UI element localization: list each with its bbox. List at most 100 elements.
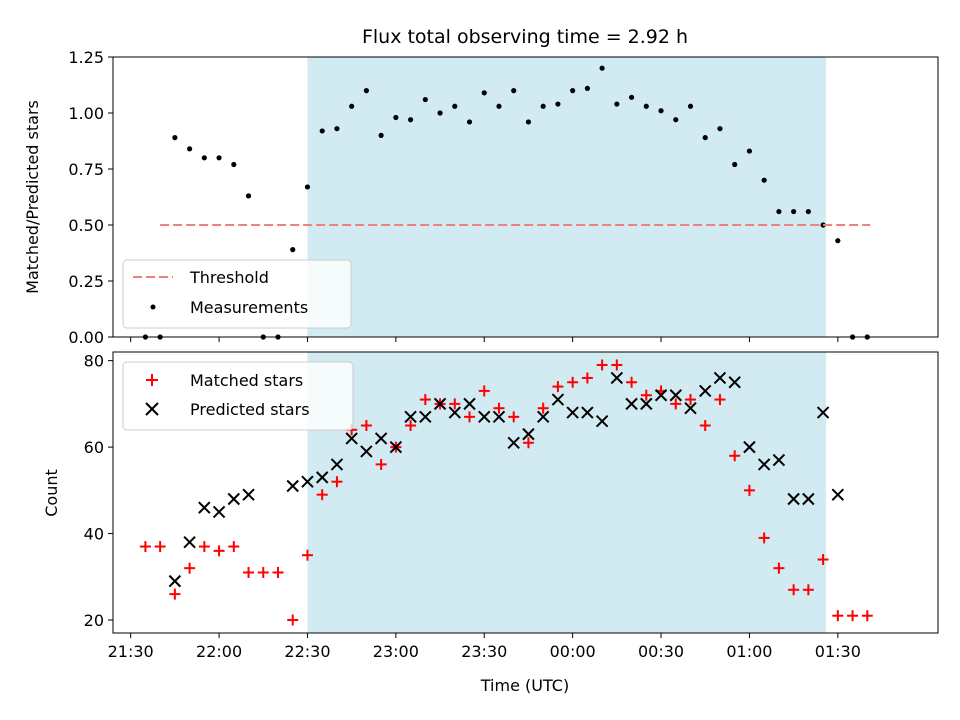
top-y-tick-label: 0.50 <box>68 216 104 235</box>
matched-star-point <box>198 541 210 553</box>
measurement-point <box>628 94 635 100</box>
bottom-legend: Matched stars Predicted stars <box>122 361 354 431</box>
predicted-star-point <box>536 410 550 424</box>
predicted-star-point <box>478 410 491 424</box>
measurement-point <box>422 96 428 103</box>
predicted-star-point <box>330 458 344 471</box>
measurement-point <box>584 85 590 91</box>
matched-star-point <box>405 419 417 431</box>
matched-star-point <box>685 394 696 406</box>
top-y-tick-label: 0.00 <box>68 328 104 347</box>
x-tick-label: 00:30 <box>638 642 684 661</box>
top-y-ticks: 0.00 0.25 0.50 0.75 1.00 1.25 <box>68 48 113 347</box>
matched-star-point <box>243 566 255 578</box>
measurement-point <box>525 119 532 125</box>
x-tick-label: 21:30 <box>108 642 154 661</box>
matched-star-point <box>301 549 313 561</box>
top-y-axis-label: Matched/Predicted stars <box>23 100 42 294</box>
measurement-point <box>761 177 767 183</box>
measurement-point <box>481 90 487 96</box>
matched-star-point <box>154 541 166 553</box>
predicted-star-point <box>699 384 712 398</box>
measurement-point <box>570 88 576 94</box>
predicted-star-point <box>360 445 373 458</box>
measurement-point <box>216 155 222 161</box>
measurement-point <box>290 247 296 253</box>
predicted-star-point <box>684 401 697 415</box>
bottom-legend-box <box>122 361 354 431</box>
matched-star-point <box>567 376 579 388</box>
matched-star-point <box>493 402 505 414</box>
measurement-point <box>187 146 193 152</box>
predicted-legend-swatch <box>145 402 159 416</box>
predicted-star-point <box>566 406 579 419</box>
top-panel-frame <box>112 56 939 338</box>
predicted-star-point <box>463 397 476 411</box>
measurement-point <box>334 126 340 132</box>
matched-star-point <box>802 584 814 596</box>
matched-star-point <box>743 484 755 496</box>
bottom-y-ticks: 20 40 60 80 <box>84 352 113 630</box>
bottom-panel-frame <box>112 351 939 634</box>
measurement-point <box>717 126 723 132</box>
predicted-star-point <box>212 505 226 519</box>
matched-star-point <box>596 359 608 371</box>
measurement-point <box>658 108 664 114</box>
predicted-star-point <box>286 479 299 493</box>
predicted-star-point <box>787 492 800 506</box>
matched-star-point <box>861 610 873 622</box>
x-axis-label: Time (UTC) <box>480 676 569 695</box>
measurement-point <box>452 103 458 109</box>
matched-star-point <box>832 610 844 622</box>
measurement-point <box>732 161 738 168</box>
matched-star-point <box>316 489 328 501</box>
bottom-panel-shade <box>307 352 827 633</box>
matched-legend-swatch <box>146 374 158 386</box>
predicted-star-point <box>802 492 815 506</box>
measurement-point <box>702 135 708 141</box>
measurement-point <box>393 114 399 121</box>
predicted-star-point <box>198 501 211 514</box>
matched-stars-points <box>139 359 873 626</box>
predicted-star-point <box>183 536 196 549</box>
measurement-point <box>820 222 826 228</box>
matched-star-point <box>508 411 520 423</box>
predicted-star-point <box>419 410 432 424</box>
predicted-star-point <box>507 436 520 449</box>
matched-star-point <box>375 458 387 470</box>
matched-star-point <box>788 584 800 596</box>
predicted-star-point <box>772 453 786 467</box>
predicted-star-point <box>374 432 388 445</box>
matched-star-point <box>449 398 461 410</box>
matched-star-point <box>773 562 785 574</box>
bottom-y-tick-label: 80 <box>84 352 104 371</box>
matched-star-point <box>169 588 181 600</box>
matched-star-point <box>213 545 225 557</box>
measurement-point <box>466 119 473 125</box>
bottom-panel: 20 40 60 80 21:30 22:00 22:30 23:00 23:30 00:00 0… <box>42 351 939 695</box>
matched-star-point <box>626 376 638 388</box>
predicted-star-point <box>831 488 845 501</box>
predicted-star-point <box>669 389 682 402</box>
bottom-x-ticks: 21:30 22:00 22:30 23:00 23:30 00:00 00:30 01:00… <box>108 633 861 661</box>
measurement-point <box>776 208 782 215</box>
predicted-star-point <box>640 397 653 411</box>
predicted-star-point <box>389 440 403 454</box>
x-tick-label: 00:00 <box>550 642 596 661</box>
predicted-star-point <box>816 406 830 419</box>
measurements-legend-swatch <box>150 304 156 310</box>
x-tick-label: 22:00 <box>196 642 242 661</box>
measurements-points <box>142 65 870 340</box>
predicted-star-point <box>345 432 358 445</box>
predicted-star-point <box>728 376 741 389</box>
measurement-point <box>245 193 252 199</box>
predicted-star-point <box>522 427 535 441</box>
measurement-point <box>599 65 605 71</box>
measurement-point <box>319 128 325 134</box>
matched-star-point <box>847 610 859 622</box>
matched-star-point <box>257 566 269 578</box>
matched-star-point <box>699 419 711 431</box>
measurement-point <box>643 103 649 109</box>
measurement-point <box>614 101 620 107</box>
